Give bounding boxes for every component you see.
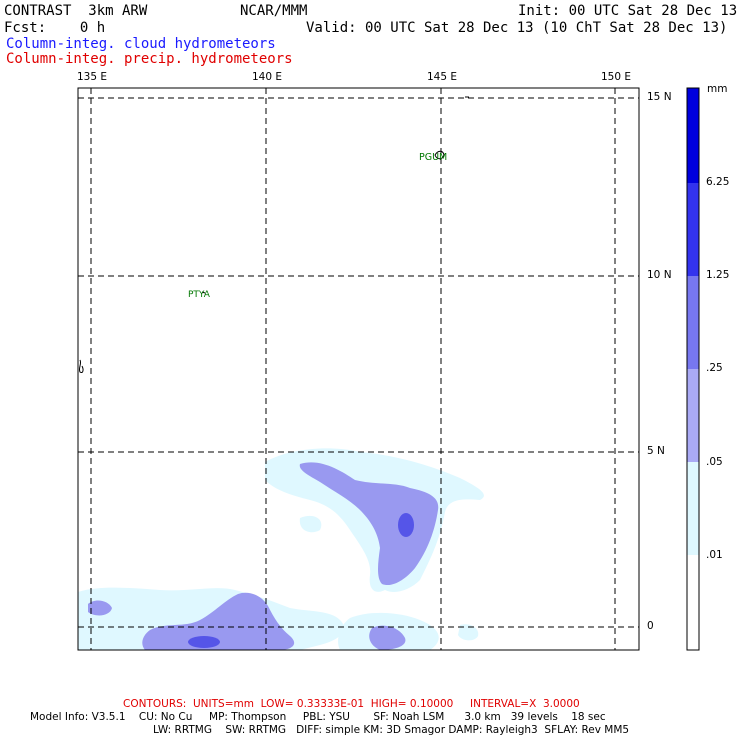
map-background — [78, 88, 639, 650]
map-border — [77, 87, 640, 651]
lon-label-135: 135 E — [77, 71, 108, 83]
colorbar-level-1-25: 1.25 — [706, 269, 730, 281]
shade-band-north — [299, 462, 439, 586]
colorbar-border — [686, 87, 700, 651]
field-precip-label: Column-integ. precip. hydrometeors — [6, 51, 293, 67]
colorbar — [686, 87, 700, 651]
station-label-pgum: PGUM — [419, 152, 448, 163]
model-info-line2: LW: RRTMG SW: RRTMG DIFF: simple KM: 3D … — [153, 724, 630, 736]
station-label-ptya: PTYA — [188, 290, 210, 300]
colorbar-bin-5 — [687, 183, 699, 276]
colorbar-level-0-01: .01 — [706, 549, 723, 561]
colorbar-unit: mm — [707, 83, 728, 95]
heavy-core-south — [188, 636, 220, 648]
heavy-shading — [188, 513, 414, 648]
shade-region-left — [299, 515, 322, 533]
colorbar-bin-2 — [687, 462, 699, 555]
colorbar-level-0-05: .05 — [706, 456, 723, 468]
lon-label-150: 150 E — [601, 71, 632, 83]
lon-label-140: 140 E — [252, 71, 283, 83]
shade-band-east — [369, 625, 406, 650]
coastlines — [78, 96, 469, 373]
lat-label-0: 0 — [647, 620, 654, 632]
colorbar-level-6-25: 6.25 — [706, 176, 730, 188]
lat-label-15: 15 N — [647, 91, 672, 103]
map-panel — [77, 87, 640, 651]
field-cloud-label: Column-integ. cloud hydrometeors — [6, 36, 276, 52]
shade-band-south-main — [142, 592, 295, 650]
guam-coast — [434, 150, 445, 160]
colorbar-bin-4 — [687, 276, 699, 369]
lat-label-10: 10 N — [647, 269, 672, 281]
valid-time: Valid: 00 UTC Sat 28 Dec 13 (10 ChT Sat … — [306, 20, 728, 36]
contour-info: CONTOURS: UNITS=mm LOW= 0.33333E-01 HIGH… — [123, 698, 580, 710]
colorbar-level-0-25: .25 — [706, 362, 723, 374]
colorbar-bin-1 — [687, 555, 699, 650]
palau-coast — [78, 359, 84, 373]
lon-label-145: 145 E — [427, 71, 458, 83]
shade-region-islet — [458, 624, 479, 641]
forecast-hour: Fcst: 0 h — [4, 20, 106, 36]
model-info-line1: Model Info: V3.5.1 CU: No Cu MP: Thompso… — [30, 711, 606, 723]
colorbar-bin-6 — [687, 88, 699, 183]
lat-lon-grid — [78, 88, 639, 650]
colorbar-bin-3 — [687, 369, 699, 462]
medium-shading — [88, 462, 439, 650]
heavy-core-north — [398, 513, 414, 537]
shade-band-south — [88, 600, 112, 616]
init-time: Init: 00 UTC Sat 28 Dec 13 — [518, 3, 738, 19]
organization-label: NCAR/MMM — [240, 3, 308, 19]
lat-label-5: 5 N — [647, 445, 665, 457]
yap-coast — [201, 291, 206, 294]
model-title: CONTRAST 3km ARW — [4, 3, 148, 19]
